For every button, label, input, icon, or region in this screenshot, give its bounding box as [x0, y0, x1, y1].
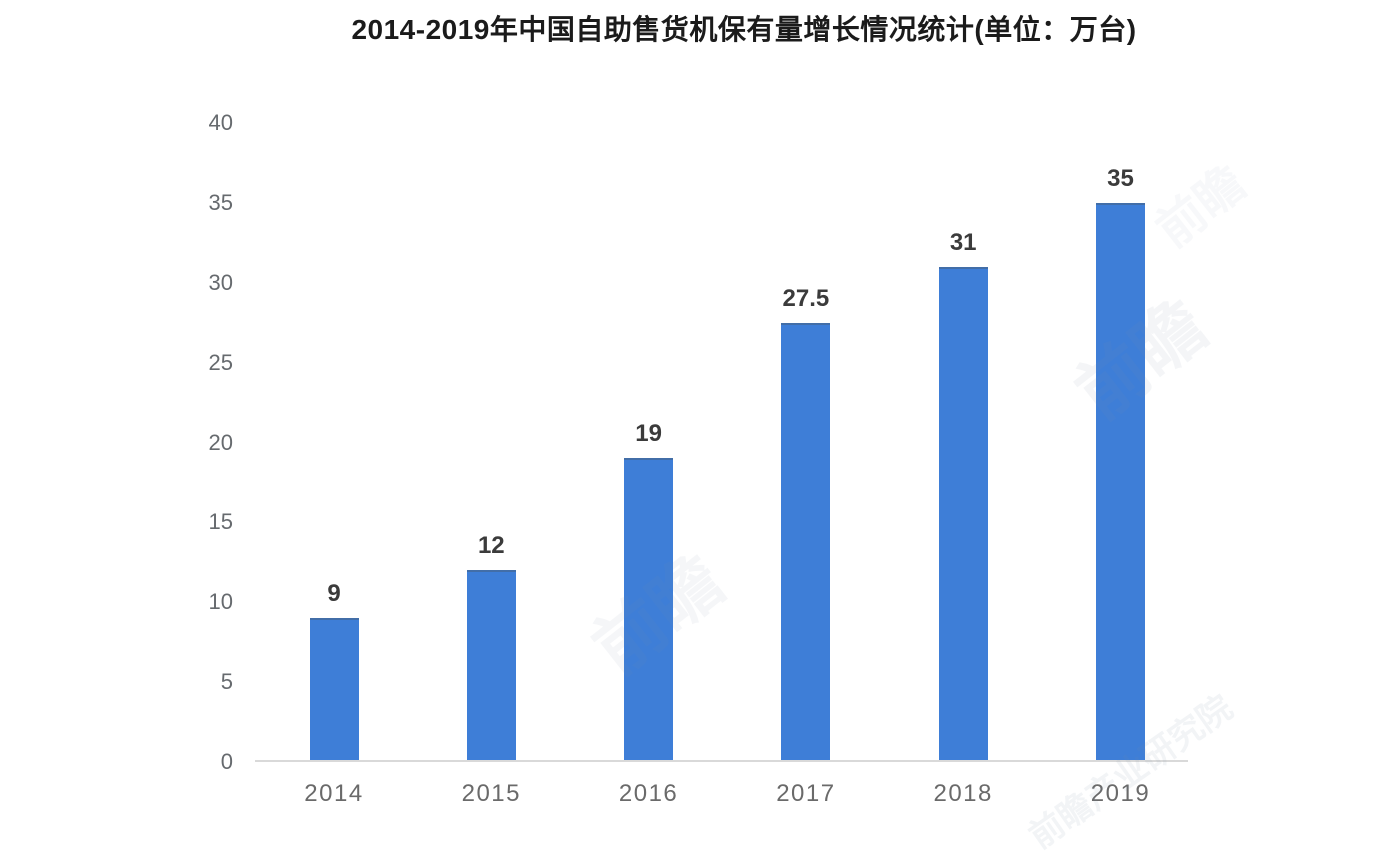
- bar-2017: [781, 322, 831, 762]
- x-tick-label: 2016: [618, 780, 679, 807]
- bar-value-label: 27.5: [782, 284, 830, 312]
- bar-2018: [938, 266, 988, 762]
- bar-value-label: 12: [477, 532, 505, 560]
- y-tick-label: 25: [208, 349, 233, 375]
- bar-value-label: 19: [635, 420, 662, 448]
- y-tick-label: 30: [208, 269, 233, 295]
- bar-value-label: 9: [327, 580, 341, 608]
- x-tick-label: 2014: [304, 780, 364, 807]
- bar-2019: [1096, 202, 1145, 762]
- x-tick-label: 2018: [933, 780, 993, 807]
- chart-title: 2014-2019年中国自助售货机保有量增长情况统计(单位：万台): [351, 14, 1137, 45]
- bar-value-label: 31: [949, 228, 977, 256]
- x-axis-line: [255, 760, 1188, 762]
- x-tick-label: 2015: [461, 780, 521, 807]
- bar-chart: 2014-2019年中国自助售货机保有量增长情况统计(单位：万台) 0 5 10 15…: [208, 14, 1240, 857]
- y-tick-label: 40: [208, 110, 233, 135]
- y-tick-label: 0: [220, 749, 233, 774]
- y-tick-label: 5: [220, 669, 233, 695]
- x-tick-label: 2017: [776, 780, 836, 807]
- bar-2014: [309, 618, 359, 762]
- bar-2016: [624, 458, 674, 762]
- plot-area: 0 5 10 15 20 25 30 35 40 9 12 19 27.5 31 35 2014 2015 2…: [208, 110, 1188, 807]
- y-tick-label: 10: [208, 589, 233, 615]
- bar-value-label: 35: [1107, 164, 1134, 192]
- y-tick-label: 15: [208, 509, 233, 535]
- bar-2015: [466, 570, 516, 762]
- x-tick-label: 2019: [1090, 780, 1151, 807]
- y-tick-label: 20: [208, 429, 233, 455]
- y-tick-label: 35: [208, 189, 233, 215]
